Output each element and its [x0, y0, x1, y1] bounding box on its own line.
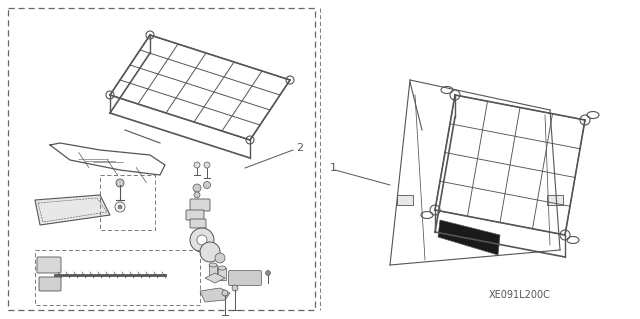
Bar	[100, 175, 155, 230]
Polygon shape	[438, 220, 500, 255]
Text: XE091L200C: XE091L200C	[489, 290, 551, 300]
Circle shape	[197, 235, 207, 245]
Circle shape	[194, 162, 200, 168]
FancyBboxPatch shape	[190, 219, 206, 228]
Bar	[218, 268, 226, 280]
FancyBboxPatch shape	[190, 199, 210, 211]
Polygon shape	[205, 273, 225, 283]
Bar	[547, 195, 563, 205]
Bar	[8, 8, 315, 310]
Ellipse shape	[209, 263, 217, 267]
FancyBboxPatch shape	[186, 210, 204, 220]
FancyBboxPatch shape	[37, 257, 61, 273]
FancyBboxPatch shape	[228, 271, 262, 286]
Circle shape	[190, 228, 214, 252]
Text: 1: 1	[330, 163, 337, 173]
Circle shape	[118, 205, 122, 209]
Circle shape	[215, 253, 225, 263]
Circle shape	[232, 285, 238, 291]
FancyBboxPatch shape	[39, 277, 61, 291]
Bar	[209, 265, 217, 279]
Bar	[397, 195, 413, 205]
Circle shape	[116, 179, 124, 187]
Text: 2: 2	[296, 143, 303, 153]
Polygon shape	[200, 288, 230, 302]
Ellipse shape	[218, 266, 226, 270]
Circle shape	[200, 242, 220, 262]
Circle shape	[193, 184, 201, 192]
Circle shape	[222, 290, 228, 296]
Circle shape	[204, 162, 210, 168]
Bar	[35, 250, 200, 305]
Polygon shape	[35, 195, 110, 225]
Circle shape	[266, 271, 271, 276]
Circle shape	[204, 182, 211, 189]
Circle shape	[194, 192, 200, 198]
